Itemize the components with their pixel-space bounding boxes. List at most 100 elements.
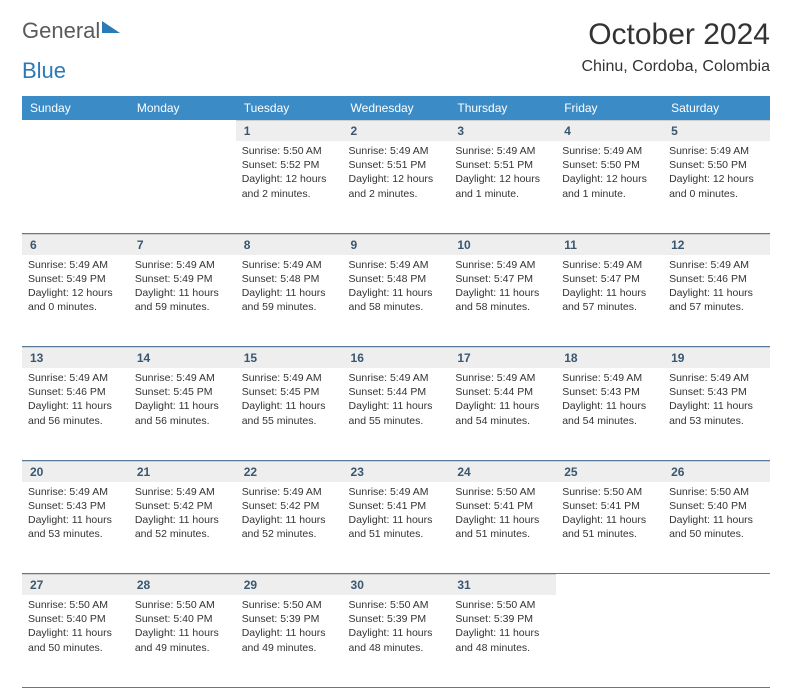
day-number: 7 bbox=[129, 234, 236, 255]
sunrise-text: Sunrise: 5:49 AM bbox=[349, 485, 444, 499]
day-number: 24 bbox=[449, 461, 556, 482]
day-data-row: Sunrise: 5:50 AMSunset: 5:52 PMDaylight:… bbox=[22, 141, 770, 233]
day-number: 9 bbox=[343, 234, 450, 255]
day-data-cell: Sunrise: 5:50 AMSunset: 5:52 PMDaylight:… bbox=[236, 141, 343, 233]
day-number-cell: 2 bbox=[343, 120, 450, 141]
sunset-text: Sunset: 5:44 PM bbox=[349, 385, 444, 399]
day-details: Sunrise: 5:49 AMSunset: 5:42 PMDaylight:… bbox=[236, 482, 343, 548]
day-number-cell: 15 bbox=[236, 347, 343, 369]
day-data-cell bbox=[129, 141, 236, 233]
sunset-text: Sunset: 5:47 PM bbox=[562, 272, 657, 286]
day-number-cell: 14 bbox=[129, 347, 236, 369]
daylight-text: Daylight: 11 hours and 51 minutes. bbox=[455, 513, 550, 541]
day-number: 8 bbox=[236, 234, 343, 255]
weekday-header: Wednesday bbox=[343, 96, 450, 120]
weekday-header: Monday bbox=[129, 96, 236, 120]
day-details: Sunrise: 5:49 AMSunset: 5:50 PMDaylight:… bbox=[556, 141, 663, 207]
daylight-text: Daylight: 12 hours and 2 minutes. bbox=[349, 172, 444, 200]
sunrise-text: Sunrise: 5:49 AM bbox=[28, 258, 123, 272]
day-data-cell: Sunrise: 5:49 AMSunset: 5:45 PMDaylight:… bbox=[236, 368, 343, 460]
daylight-text: Daylight: 11 hours and 48 minutes. bbox=[455, 626, 550, 654]
day-details: Sunrise: 5:49 AMSunset: 5:51 PMDaylight:… bbox=[343, 141, 450, 207]
daylight-text: Daylight: 11 hours and 49 minutes. bbox=[242, 626, 337, 654]
day-number-cell: 4 bbox=[556, 120, 663, 141]
sunrise-text: Sunrise: 5:49 AM bbox=[455, 371, 550, 385]
day-number: 6 bbox=[22, 234, 129, 255]
daylight-text: Daylight: 11 hours and 49 minutes. bbox=[135, 626, 230, 654]
day-number-cell: 8 bbox=[236, 233, 343, 255]
day-number: 26 bbox=[663, 461, 770, 482]
day-details: Sunrise: 5:49 AMSunset: 5:44 PMDaylight:… bbox=[343, 368, 450, 434]
day-number: 5 bbox=[663, 120, 770, 141]
day-data-cell: Sunrise: 5:49 AMSunset: 5:43 PMDaylight:… bbox=[663, 368, 770, 460]
day-number-cell: 11 bbox=[556, 233, 663, 255]
weekday-header: Saturday bbox=[663, 96, 770, 120]
day-data-cell: Sunrise: 5:49 AMSunset: 5:44 PMDaylight:… bbox=[343, 368, 450, 460]
day-number-cell: 30 bbox=[343, 574, 450, 596]
sunrise-text: Sunrise: 5:49 AM bbox=[135, 258, 230, 272]
sunset-text: Sunset: 5:52 PM bbox=[242, 158, 337, 172]
day-number-cell: 29 bbox=[236, 574, 343, 596]
day-number-cell: 12 bbox=[663, 233, 770, 255]
sunset-text: Sunset: 5:39 PM bbox=[242, 612, 337, 626]
daylight-text: Daylight: 11 hours and 53 minutes. bbox=[28, 513, 123, 541]
day-number-cell: 28 bbox=[129, 574, 236, 596]
sunrise-text: Sunrise: 5:49 AM bbox=[242, 485, 337, 499]
month-title: October 2024 bbox=[581, 18, 770, 52]
daylight-text: Daylight: 11 hours and 57 minutes. bbox=[669, 286, 764, 314]
daylight-text: Daylight: 12 hours and 1 minute. bbox=[562, 172, 657, 200]
day-data-cell: Sunrise: 5:49 AMSunset: 5:51 PMDaylight:… bbox=[343, 141, 450, 233]
sunset-text: Sunset: 5:45 PM bbox=[242, 385, 337, 399]
day-details: Sunrise: 5:49 AMSunset: 5:46 PMDaylight:… bbox=[663, 255, 770, 321]
day-number-cell: 5 bbox=[663, 120, 770, 141]
calendar-body: 12345Sunrise: 5:50 AMSunset: 5:52 PMDayl… bbox=[22, 120, 770, 687]
logo-text-general: General bbox=[22, 18, 100, 44]
day-number-cell bbox=[556, 574, 663, 596]
day-number: 16 bbox=[343, 347, 450, 368]
daylight-text: Daylight: 11 hours and 50 minutes. bbox=[28, 626, 123, 654]
day-data-cell: Sunrise: 5:50 AMSunset: 5:39 PMDaylight:… bbox=[236, 595, 343, 687]
day-details: Sunrise: 5:49 AMSunset: 5:43 PMDaylight:… bbox=[663, 368, 770, 434]
day-number-cell: 27 bbox=[22, 574, 129, 596]
sunrise-text: Sunrise: 5:49 AM bbox=[562, 144, 657, 158]
day-data-row: Sunrise: 5:49 AMSunset: 5:46 PMDaylight:… bbox=[22, 368, 770, 460]
day-data-cell: Sunrise: 5:49 AMSunset: 5:50 PMDaylight:… bbox=[663, 141, 770, 233]
day-number-cell: 22 bbox=[236, 460, 343, 482]
day-number-cell: 17 bbox=[449, 347, 556, 369]
day-number: 23 bbox=[343, 461, 450, 482]
day-data-row: Sunrise: 5:49 AMSunset: 5:43 PMDaylight:… bbox=[22, 482, 770, 574]
daylight-text: Daylight: 12 hours and 2 minutes. bbox=[242, 172, 337, 200]
sunset-text: Sunset: 5:45 PM bbox=[135, 385, 230, 399]
day-number: 25 bbox=[556, 461, 663, 482]
sunrise-text: Sunrise: 5:49 AM bbox=[135, 485, 230, 499]
day-number-cell: 31 bbox=[449, 574, 556, 596]
day-number-cell: 18 bbox=[556, 347, 663, 369]
day-data-cell: Sunrise: 5:49 AMSunset: 5:49 PMDaylight:… bbox=[22, 255, 129, 347]
sunset-text: Sunset: 5:48 PM bbox=[242, 272, 337, 286]
day-number-cell: 23 bbox=[343, 460, 450, 482]
sunrise-text: Sunrise: 5:49 AM bbox=[669, 144, 764, 158]
sunset-text: Sunset: 5:50 PM bbox=[669, 158, 764, 172]
sunset-text: Sunset: 5:51 PM bbox=[455, 158, 550, 172]
day-details: Sunrise: 5:50 AMSunset: 5:52 PMDaylight:… bbox=[236, 141, 343, 207]
day-number: 19 bbox=[663, 347, 770, 368]
day-number-cell bbox=[129, 120, 236, 141]
day-data-cell: Sunrise: 5:50 AMSunset: 5:40 PMDaylight:… bbox=[22, 595, 129, 687]
daylight-text: Daylight: 11 hours and 55 minutes. bbox=[242, 399, 337, 427]
day-data-cell: Sunrise: 5:50 AMSunset: 5:39 PMDaylight:… bbox=[449, 595, 556, 687]
sunrise-text: Sunrise: 5:49 AM bbox=[455, 144, 550, 158]
sunset-text: Sunset: 5:49 PM bbox=[28, 272, 123, 286]
day-details: Sunrise: 5:49 AMSunset: 5:48 PMDaylight:… bbox=[343, 255, 450, 321]
daylight-text: Daylight: 11 hours and 53 minutes. bbox=[669, 399, 764, 427]
sunrise-text: Sunrise: 5:50 AM bbox=[455, 598, 550, 612]
day-details: Sunrise: 5:50 AMSunset: 5:40 PMDaylight:… bbox=[129, 595, 236, 661]
sunset-text: Sunset: 5:42 PM bbox=[135, 499, 230, 513]
day-details: Sunrise: 5:50 AMSunset: 5:41 PMDaylight:… bbox=[449, 482, 556, 548]
day-details: Sunrise: 5:49 AMSunset: 5:46 PMDaylight:… bbox=[22, 368, 129, 434]
day-details: Sunrise: 5:50 AMSunset: 5:39 PMDaylight:… bbox=[343, 595, 450, 661]
sunrise-text: Sunrise: 5:49 AM bbox=[349, 258, 444, 272]
day-number-cell: 1 bbox=[236, 120, 343, 141]
daylight-text: Daylight: 11 hours and 58 minutes. bbox=[455, 286, 550, 314]
calendar-table: SundayMondayTuesdayWednesdayThursdayFrid… bbox=[22, 96, 770, 688]
daylight-text: Daylight: 11 hours and 52 minutes. bbox=[242, 513, 337, 541]
